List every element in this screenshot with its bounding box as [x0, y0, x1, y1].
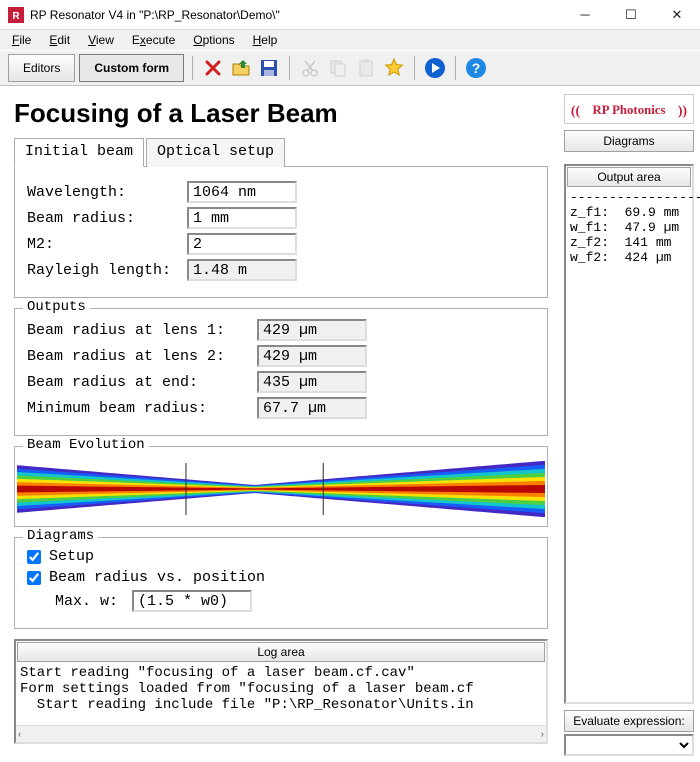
- output-area-header: Output area: [567, 167, 691, 187]
- output-area: Output area ----------------- z_f1: 69.9…: [564, 164, 694, 704]
- maxw-label: Max. w:: [55, 593, 118, 610]
- out-end-label: Beam radius at end:: [27, 374, 257, 391]
- side-panel: (( RP Photonics)) Diagrams Output area --…: [558, 86, 700, 762]
- outputs-legend: Outputs: [23, 299, 90, 315]
- m2-label: M2:: [27, 236, 187, 253]
- separator: [414, 56, 415, 80]
- outputs-group: Outputs Beam radius at lens 1:429 µm Bea…: [14, 308, 548, 436]
- open-icon[interactable]: [229, 56, 253, 80]
- menu-edit[interactable]: Edit: [41, 31, 78, 49]
- beam-radius-label: Beam radius:: [27, 210, 187, 227]
- evaluate-select[interactable]: [564, 734, 694, 756]
- help-icon[interactable]: ?: [464, 56, 488, 80]
- out-end-value: 435 µm: [257, 371, 367, 393]
- initial-beam-panel: Wavelength: Beam radius: M2: Rayleigh le…: [14, 167, 548, 298]
- beam-evolution-plot: [17, 461, 545, 517]
- output-area-content: ----------------- z_f1: 69.9 mm w_f1: 47…: [566, 188, 692, 267]
- svg-text:((: ((: [571, 103, 581, 119]
- menu-view[interactable]: View: [80, 31, 122, 49]
- out-lens2-value: 429 µm: [257, 345, 367, 367]
- window-title: RP Resonator V4 in "P:\RP_Resonator\Demo…: [30, 8, 562, 22]
- wavelength-input[interactable]: [187, 181, 297, 203]
- minimize-button[interactable]: ─: [562, 0, 608, 30]
- menu-execute[interactable]: Execute: [124, 31, 183, 49]
- log-header: Log area: [17, 642, 545, 662]
- delete-icon[interactable]: [201, 56, 225, 80]
- tabs: Initial beam Optical setup: [14, 137, 548, 167]
- menu-help[interactable]: Help: [245, 31, 286, 49]
- separator: [455, 56, 456, 80]
- toolbar: Editors Custom form ?: [0, 50, 700, 86]
- evaluate-block: Evaluate expression:: [564, 710, 694, 756]
- svg-text:?: ?: [472, 60, 481, 76]
- m2-input[interactable]: [187, 233, 297, 255]
- maxw-input[interactable]: [132, 590, 252, 612]
- out-lens1-label: Beam radius at lens 1:: [27, 322, 257, 339]
- cut-icon[interactable]: [298, 56, 322, 80]
- beam-evolution-legend: Beam Evolution: [23, 437, 149, 453]
- log-body[interactable]: Start reading "focusing of a laser beam.…: [16, 663, 546, 725]
- page-title: Focusing of a Laser Beam: [14, 98, 548, 129]
- maximize-button[interactable]: ☐: [608, 0, 654, 30]
- beam-evolution-group: Beam Evolution: [14, 446, 548, 527]
- beam-radius-input[interactable]: [187, 207, 297, 229]
- out-lens1-value: 429 µm: [257, 319, 367, 341]
- copy-icon[interactable]: [326, 56, 350, 80]
- close-button[interactable]: ✕: [654, 0, 700, 30]
- setup-label: Setup: [49, 548, 94, 565]
- setup-checkbox[interactable]: [27, 550, 41, 564]
- menu-file[interactable]: File: [4, 31, 39, 49]
- separator: [192, 56, 193, 80]
- menu-options[interactable]: Options: [185, 31, 242, 49]
- main-panel: Focusing of a Laser Beam Initial beam Op…: [0, 86, 558, 762]
- custom-form-button[interactable]: Custom form: [79, 54, 184, 82]
- out-lens2-label: Beam radius at lens 2:: [27, 348, 257, 365]
- out-min-label: Minimum beam radius:: [27, 400, 257, 417]
- diagrams-legend: Diagrams: [23, 528, 98, 544]
- star-icon[interactable]: [382, 56, 406, 80]
- title-bar: R RP Resonator V4 in "P:\RP_Resonator\De…: [0, 0, 700, 30]
- app-icon: R: [8, 7, 24, 23]
- out-min-value: 67.7 µm: [257, 397, 367, 419]
- svg-text:)): )): [678, 103, 687, 119]
- evaluate-label: Evaluate expression:: [564, 710, 694, 732]
- rayleigh-output: [187, 259, 297, 281]
- svg-text:R: R: [12, 11, 20, 22]
- separator: [289, 56, 290, 80]
- bvp-checkbox[interactable]: [27, 571, 41, 585]
- tab-optical-setup[interactable]: Optical setup: [146, 138, 285, 167]
- menu-bar: File Edit View Execute Options Help: [0, 30, 700, 50]
- diagrams-group: Diagrams Setup Beam radius vs. position …: [14, 537, 548, 629]
- paste-icon[interactable]: [354, 56, 378, 80]
- tab-initial-beam[interactable]: Initial beam: [14, 138, 144, 167]
- rp-photonics-logo: (( RP Photonics)): [564, 94, 694, 124]
- diagrams-button[interactable]: Diagrams: [564, 130, 694, 152]
- editors-button[interactable]: Editors: [8, 54, 75, 82]
- bvp-label: Beam radius vs. position: [49, 569, 265, 586]
- svg-text:RP Photonics: RP Photonics: [593, 103, 666, 117]
- wavelength-label: Wavelength:: [27, 184, 187, 201]
- save-icon[interactable]: [257, 56, 281, 80]
- log-area: Log area Start reading "focusing of a la…: [14, 639, 548, 744]
- run-icon[interactable]: [423, 56, 447, 80]
- rayleigh-label: Rayleigh length:: [27, 262, 187, 279]
- log-scrollbar[interactable]: ‹›: [16, 725, 546, 742]
